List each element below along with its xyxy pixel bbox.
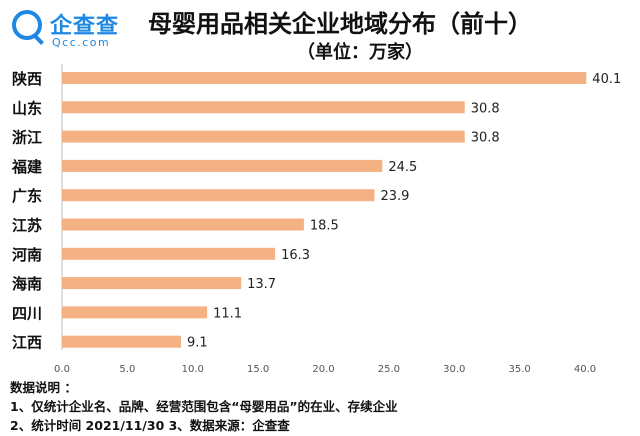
x-tick-label: 25.0 [378, 364, 400, 375]
bar-4 [62, 159, 383, 172]
value-label: 30.8 [471, 131, 500, 146]
category-label: 陕西 [12, 70, 42, 88]
category-label: 江西 [12, 334, 42, 352]
category-label: 浙江 [12, 129, 42, 147]
value-label: 11.1 [213, 306, 242, 321]
logo-name: 企查查 [50, 14, 120, 39]
value-label: 9.1 [187, 336, 208, 351]
x-tick-label: 10.0 [182, 364, 204, 375]
notes-line-1: 1、仅统计企业名、品牌、经营范围包含“母婴用品”的在业、存续企业 [10, 399, 398, 414]
category-label: 海南 [12, 275, 42, 293]
x-tick-label: 20.0 [312, 364, 334, 375]
bar-10 [62, 335, 181, 348]
x-tick-label: 0.0 [54, 364, 70, 375]
notes-line-2: 2、统计时间 2021/11/30 3、数据来源：企查查 [10, 418, 290, 433]
data-notes: 数据说明 ： 1、仅统计企业名、品牌、经营范围包含“母婴用品”的在业、存续企业 … [10, 378, 398, 435]
category-label: 河南 [12, 246, 42, 264]
bar-7 [62, 247, 276, 260]
category-label: 四川 [12, 304, 42, 322]
value-label: 30.8 [471, 101, 500, 116]
logo-subtitle: Qcc.com [52, 36, 111, 49]
bar-8 [62, 277, 242, 290]
bar-9 [62, 306, 208, 319]
category-label: 广东 [12, 187, 42, 205]
bar-1 [62, 72, 587, 84]
bar-2 [62, 101, 465, 114]
category-label: 山东 [12, 99, 42, 117]
x-tick-label: 40.0 [574, 364, 596, 375]
value-label: 23.9 [380, 189, 409, 204]
bar-6 [62, 218, 304, 231]
x-tick-label: 15.0 [247, 364, 269, 375]
chart-subtitle: （单位：万家） [297, 42, 423, 63]
value-label: 16.3 [281, 248, 310, 263]
x-tick-label: 5.0 [119, 364, 135, 375]
x-tick-label: 30.0 [443, 364, 465, 375]
bar-3 [62, 130, 465, 143]
qcc-logo-icon [12, 10, 42, 40]
category-label: 福建 [11, 158, 43, 176]
value-label: 24.5 [388, 160, 417, 175]
bar-5 [62, 189, 375, 202]
qcc-logo: 企查查 Qcc.com [12, 8, 132, 49]
value-label: 40.1 [592, 72, 621, 87]
x-tick-label: 35.0 [508, 364, 530, 375]
category-label: 江苏 [12, 217, 42, 235]
bar-chart: 陕西 40.1 山东 30.8 浙江 30.8 福建 24.5 广东 23.9 江苏 18.5 河南 16… [11, 64, 621, 375]
value-label: 18.5 [310, 219, 339, 234]
notes-heading: 数据说明 ： [10, 380, 77, 395]
chart-title: 母婴用品相关企业地域分布（前十） [148, 10, 532, 38]
value-label: 13.7 [247, 277, 276, 292]
